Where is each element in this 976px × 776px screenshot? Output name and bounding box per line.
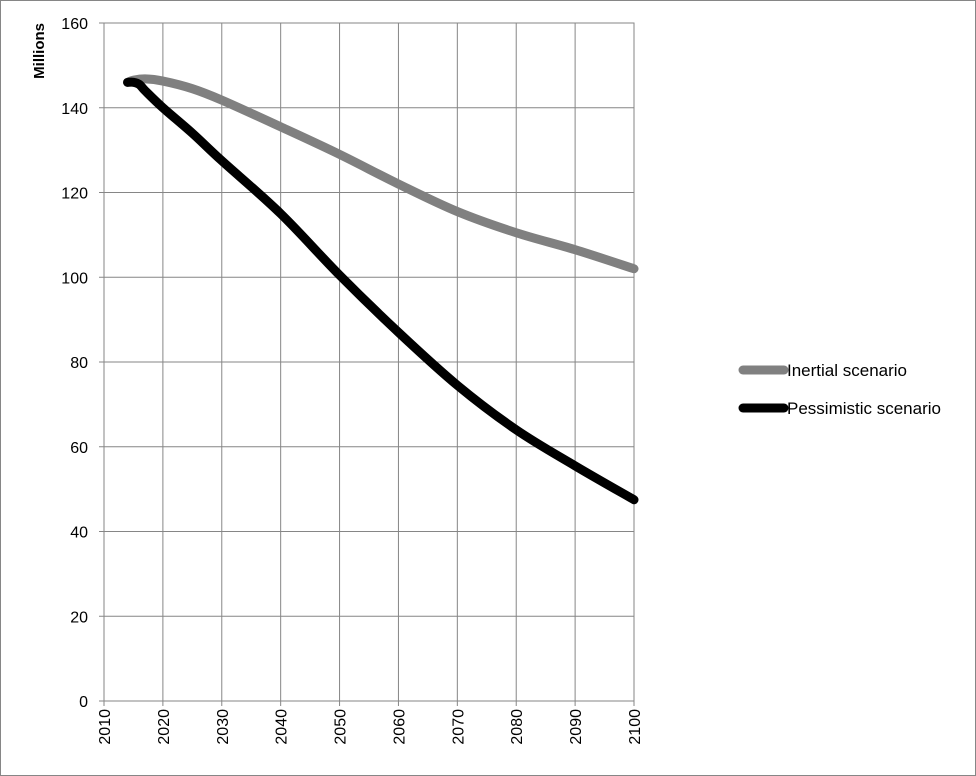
series-line-2	[123, 77, 639, 505]
y-tick-label: 60	[70, 440, 88, 457]
y-tick-label: 40	[70, 525, 88, 542]
series-line-1	[123, 74, 639, 274]
y-tick-label: 100	[61, 270, 88, 287]
y-tick-label: 20	[70, 609, 88, 626]
x-tick-label: 2060	[391, 709, 408, 745]
y-tick-label: 140	[61, 101, 88, 118]
y-tick-label: 80	[70, 355, 88, 372]
y-tick-label: 160	[61, 16, 88, 33]
y-tick-label: 120	[61, 186, 88, 203]
x-tick-label: 2070	[450, 709, 467, 745]
x-tick-label: 2040	[274, 709, 291, 745]
x-tick-label: 2030	[215, 709, 232, 745]
x-tick-label: 2050	[333, 709, 350, 745]
x-tick-label: 2100	[627, 709, 644, 745]
legend-label-2: Pessimistic scenario	[787, 399, 941, 418]
x-tick-label: 2090	[568, 709, 585, 745]
legend-label-1: Inertial scenario	[787, 361, 907, 380]
x-tick-label: 2080	[509, 709, 526, 745]
y-axis-title: Millions	[31, 23, 48, 79]
x-tick-label: 2020	[156, 709, 173, 745]
y-tick-label: 0	[79, 694, 88, 711]
x-tick-label: 2010	[97, 709, 114, 745]
